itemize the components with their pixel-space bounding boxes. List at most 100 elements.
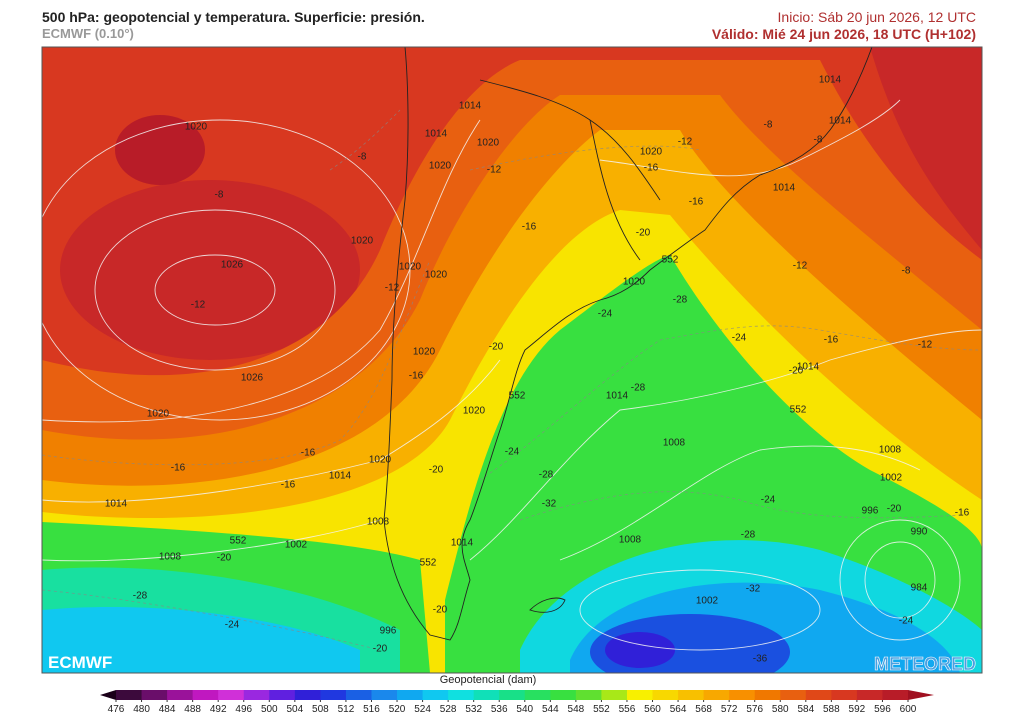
contour-label: -20 [217, 553, 232, 564]
contour-label: -32 [542, 499, 557, 510]
colorbar-end [100, 690, 116, 700]
contour-label: 1008 [619, 535, 642, 546]
init-date: Inicio: Sáb 20 jun 2026, 12 UTC [777, 9, 976, 25]
colorbar-end [908, 690, 934, 700]
contour-label: -20 [433, 605, 448, 616]
colorbar-segment [575, 690, 602, 700]
colorbar-segment [243, 690, 270, 700]
contour-label: 1020 [369, 455, 392, 466]
colorbar-tick-label: 528 [440, 704, 457, 715]
coastlines [383, 47, 873, 641]
colorbar-tick-label: 556 [619, 704, 636, 715]
colorbar-segment [729, 690, 756, 700]
contour-label: -16 [171, 463, 186, 474]
colorbar-segment [678, 690, 705, 700]
logo-left: ECMWF [48, 653, 112, 672]
isobars [42, 99, 982, 651]
contour-label: 996 [862, 506, 879, 517]
colorbar-tick-label: 488 [184, 704, 201, 715]
contour-label: -28 [673, 295, 688, 306]
contour-label: -20 [887, 504, 902, 515]
colorbar-tick-label: 508 [312, 704, 329, 715]
contour-label: -24 [899, 616, 914, 627]
contour-label: 1014 [819, 75, 842, 86]
colorbar-tick-label: 532 [465, 704, 482, 715]
colorbar-tick-label: 520 [389, 704, 406, 715]
contour-label: -20 [636, 228, 651, 239]
contour-label: 552 [662, 255, 679, 266]
field-band [42, 606, 360, 673]
contour-label: 1014 [105, 499, 128, 510]
contour-label: 1020 [351, 236, 374, 247]
valid-date: Válido: Mié 24 jun 2026, 18 UTC (H+102) [711, 26, 976, 42]
contour-label: -20 [789, 366, 804, 377]
colorbar-tick-label: 592 [849, 704, 866, 715]
colorbar-tick-label: 536 [491, 704, 508, 715]
contour-label: -12 [793, 261, 808, 272]
contour-label: 1020 [147, 409, 170, 420]
contour-label: -16 [644, 163, 659, 174]
colorbar-segment [141, 690, 168, 700]
title: 500 hPa: geopotencial y temperatura. Sup… [42, 9, 425, 25]
colorbar-segment [320, 690, 347, 700]
colorbar-label: Geopotencial (dam) [440, 674, 537, 686]
colorbar-segment [448, 690, 475, 700]
contour-label: -36 [753, 654, 768, 665]
contour-label: -28 [133, 591, 148, 602]
contour-label: 1002 [880, 473, 903, 484]
contour-label: -24 [598, 309, 613, 320]
field-high [115, 115, 205, 185]
colorbar-tick-label: 568 [695, 704, 712, 715]
contour-label: 1008 [663, 438, 686, 449]
contour-label: -28 [741, 530, 756, 541]
colorbar-segment [218, 690, 245, 700]
colorbar-tick-label: 500 [261, 704, 278, 715]
contour-label: 1014 [451, 538, 474, 549]
colorbar-tick-label: 580 [772, 704, 789, 715]
colorbar-tick-label: 584 [797, 704, 814, 715]
colorbar-segment [345, 690, 372, 700]
contour-label: 1014 [459, 101, 482, 112]
colorbar-segment [754, 690, 781, 700]
colorbar-tick-label: 480 [133, 704, 150, 715]
contour-label: 552 [230, 536, 247, 547]
contour-label: -12 [191, 300, 206, 311]
contour-label: -24 [505, 447, 520, 458]
colorbar-segment [371, 690, 398, 700]
colorbar-tick-label: 596 [874, 704, 891, 715]
colorbar-tick-label: 544 [542, 704, 559, 715]
colorbar-tick-label: 504 [286, 704, 303, 715]
contour-label: -16 [955, 508, 970, 519]
contour-label: -20 [373, 644, 388, 655]
colorbar-segment [652, 690, 679, 700]
contour-label: 1014 [773, 183, 796, 194]
contour-label: 1008 [367, 517, 390, 528]
contour-label: -16 [689, 197, 704, 208]
contour-label: 1014 [829, 116, 852, 127]
contour-label: -8 [215, 190, 224, 201]
contour-label: 552 [790, 405, 807, 416]
contour-label: -20 [429, 465, 444, 476]
contour-label: 1020 [623, 277, 646, 288]
contour-label: -28 [631, 383, 646, 394]
contour-label: -12 [918, 340, 933, 351]
contour-label: -24 [761, 495, 776, 506]
colorbar: 476 480 484 488 492 496 500 504 508 512 516 520 524 5… [100, 690, 934, 715]
colorbar-tick-label: 576 [746, 704, 763, 715]
contour-label: -28 [539, 470, 554, 481]
contour-label: 552 [420, 558, 437, 569]
colorbar-segment [882, 690, 909, 700]
colorbar-segment [626, 690, 654, 700]
contour-label: -12 [487, 165, 502, 176]
colorbar-segment [116, 690, 143, 700]
colorbar-tick-label: 524 [414, 704, 431, 715]
colorbar-segment [269, 690, 296, 700]
contour-label: 1020 [477, 138, 500, 149]
contour-label: 996 [380, 626, 397, 637]
colorbar-segment [192, 690, 219, 700]
colorbar-segment [805, 690, 832, 700]
colorbar-segment [780, 690, 807, 700]
colorbar-segment [524, 690, 551, 700]
colorbar-tick-label: 540 [516, 704, 533, 715]
